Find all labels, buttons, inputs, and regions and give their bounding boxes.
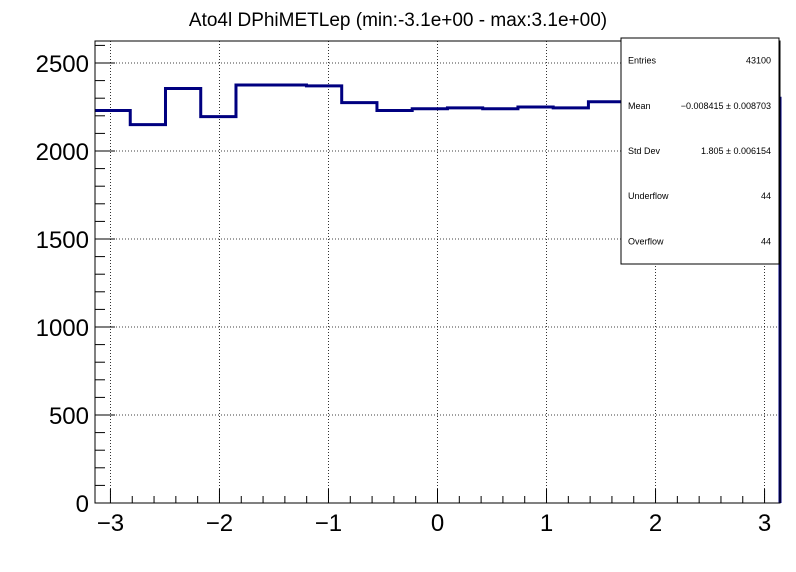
x-tick-label: 0 [431, 510, 444, 537]
x-tick-labels: −3 −2 −1 0 1 2 3 [97, 510, 771, 537]
chart-title: Ato4l DPhiMETLep (min:-3.1e+00 - max:3.1… [189, 10, 607, 31]
x-tick-label: 1 [540, 510, 553, 537]
y-tick-label: 0 [76, 491, 89, 518]
x-tick-label: −1 [315, 510, 342, 537]
histogram-series [95, 83, 782, 503]
axis-ticks [95, 44, 766, 504]
x-tick-label: −2 [206, 510, 233, 537]
x-tick-label: −3 [97, 510, 124, 537]
stats-label: Overflow [628, 236, 664, 246]
stats-value: 43100 [746, 56, 771, 66]
y-tick-label: 1500 [36, 227, 89, 254]
stats-box-frame [620, 37, 780, 265]
stats-box: Entries 43100 Mean −0.008415 ± 0.008703 Std … [620, 37, 780, 265]
stats-value: 1.805 ± 0.006154 [701, 146, 771, 156]
y-tick-label: 2000 [36, 139, 89, 166]
y-tick-label: 500 [49, 403, 89, 430]
y-tick-label: 1000 [36, 315, 89, 342]
y-tick-label: 2500 [36, 51, 89, 78]
stats-value: 44 [761, 236, 771, 246]
y-tick-labels: 0 500 1000 1500 2000 2500 [36, 51, 89, 518]
stats-label: Underflow [628, 191, 669, 201]
stats-label: Std Dev [628, 146, 661, 156]
histogram-line [95, 83, 782, 503]
x-tick-label: 2 [649, 510, 662, 537]
x-tick-label: 3 [758, 510, 771, 537]
stats-value: 44 [761, 191, 771, 201]
stats-value: −0.008415 ± 0.008703 [681, 101, 771, 111]
stats-label: Entries [628, 56, 657, 66]
stats-label: Mean [628, 101, 651, 111]
